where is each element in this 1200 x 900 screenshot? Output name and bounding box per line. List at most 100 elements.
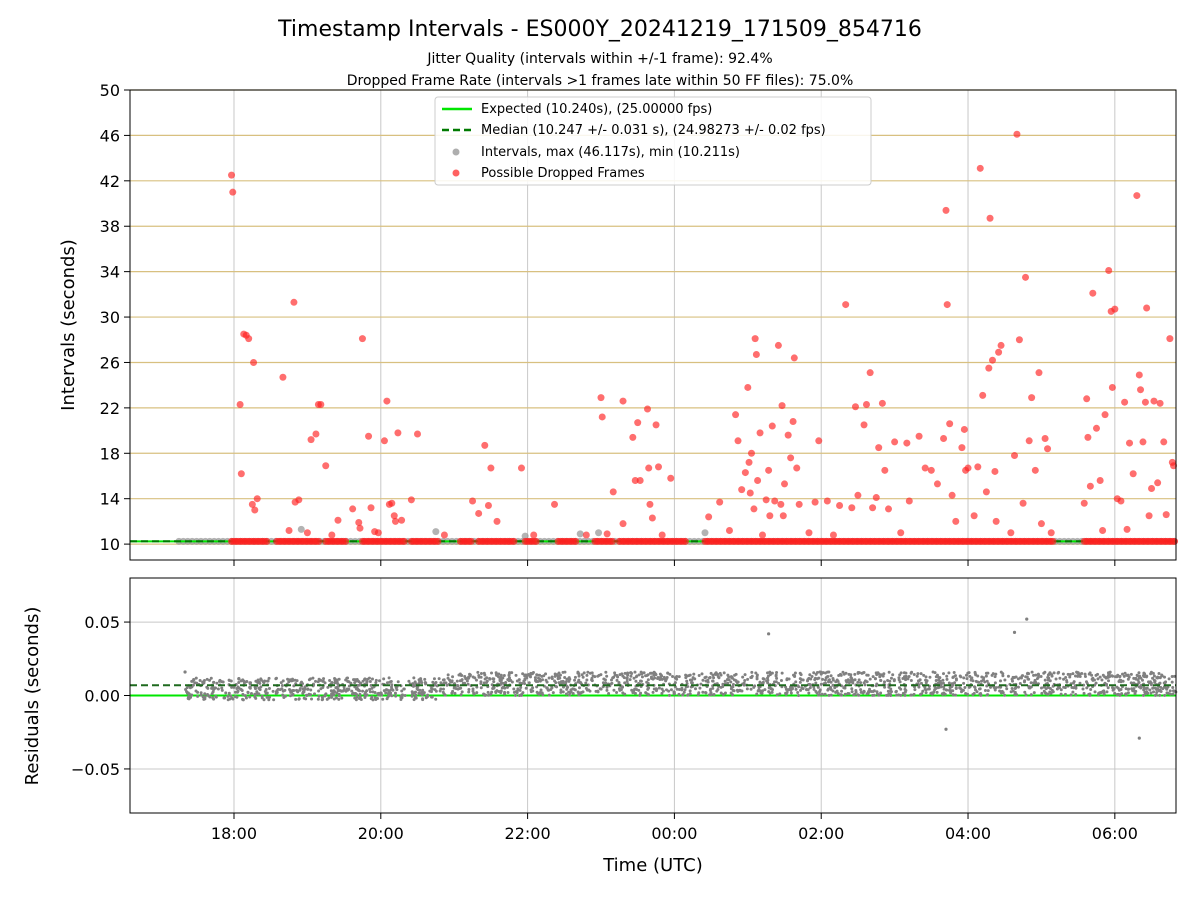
residual-point <box>620 672 624 676</box>
residual-point <box>667 693 671 697</box>
top-y-tick-label: 10 <box>100 535 120 554</box>
residual-point <box>210 686 214 690</box>
residual-point <box>561 670 565 674</box>
residual-point <box>1136 674 1140 678</box>
residual-point <box>1065 679 1069 683</box>
dropped-frame-point <box>738 486 746 494</box>
residual-point <box>837 673 841 677</box>
residual-point <box>316 697 320 701</box>
residual-point <box>775 676 779 680</box>
residual-point <box>621 691 625 695</box>
residual-point <box>1155 690 1159 694</box>
residual-point <box>989 685 993 689</box>
residual-point <box>421 697 425 701</box>
residual-point <box>553 672 557 676</box>
residual-point <box>755 692 759 696</box>
residual-point <box>865 673 869 677</box>
residual-point <box>1140 678 1144 682</box>
residual-point <box>390 685 394 689</box>
residual-point <box>492 686 496 690</box>
dropped-frame-point <box>988 356 996 364</box>
residual-point <box>801 687 805 691</box>
residual-point <box>323 681 327 685</box>
residual-point <box>927 687 931 691</box>
residual-point <box>1158 681 1162 685</box>
residual-point <box>765 679 769 683</box>
residual-point <box>1154 686 1158 690</box>
residual-point <box>1071 690 1075 694</box>
residual-point <box>444 681 448 685</box>
residual-point <box>369 683 373 687</box>
dropped-frame-point <box>1170 462 1178 470</box>
residual-point <box>1134 676 1138 680</box>
residual-point <box>871 693 875 697</box>
residual-point <box>199 693 203 697</box>
dropped-frame-point <box>1117 497 1125 505</box>
residual-point <box>716 688 720 692</box>
residual-point <box>376 697 380 701</box>
residual-point <box>196 690 200 694</box>
dropped-frame-point <box>750 505 758 513</box>
residual-point <box>455 679 459 683</box>
residual-point <box>1056 671 1060 675</box>
residual-point <box>1063 692 1067 696</box>
residual-point <box>456 684 460 688</box>
residual-point <box>729 675 733 679</box>
residual-point <box>1026 677 1030 681</box>
residual-point <box>1072 686 1076 690</box>
residual-point <box>827 670 831 674</box>
residual-point <box>941 681 945 685</box>
residual-point <box>891 673 895 677</box>
residual-point <box>335 678 339 682</box>
residual-point <box>394 694 398 698</box>
residual-point <box>883 685 887 689</box>
dropped-frame-point <box>374 529 382 537</box>
residual-point <box>953 681 957 685</box>
residual-point <box>385 681 389 685</box>
legend-box <box>434 96 872 186</box>
residual-point <box>1163 693 1167 697</box>
residual-point <box>213 686 217 690</box>
residual-point <box>1064 676 1068 680</box>
residual-point <box>229 694 233 698</box>
residual-point <box>647 686 651 690</box>
interval-point <box>701 529 709 537</box>
residual-point <box>545 686 549 690</box>
residual-point <box>278 688 282 692</box>
residual-point <box>1078 681 1082 685</box>
residual-point <box>337 677 341 681</box>
dropped-frame-point <box>681 537 689 545</box>
top-plot-frame <box>129 89 1177 561</box>
residual-point <box>660 677 664 681</box>
residual-point <box>573 678 577 682</box>
residual-point <box>1063 686 1067 690</box>
residual-point <box>967 685 971 689</box>
residual-point <box>1151 686 1155 690</box>
residual-point <box>1048 679 1052 683</box>
dropped-frame-point <box>878 399 886 407</box>
dropped-frame-point <box>964 464 972 472</box>
residual-point <box>1108 670 1112 674</box>
residual-point <box>512 690 516 694</box>
residual-point <box>224 691 228 695</box>
residual-point <box>906 677 910 681</box>
residual-point <box>773 680 777 684</box>
dropped-frame-point <box>597 394 605 402</box>
residual-point <box>763 688 767 692</box>
residual-point <box>413 695 417 699</box>
dropped-frame-point <box>974 463 982 471</box>
residual-point <box>1167 677 1171 681</box>
residual-point <box>1171 689 1175 693</box>
residual-point <box>967 671 971 675</box>
residual-point <box>1083 672 1087 676</box>
residual-point <box>342 685 346 689</box>
residual-point <box>553 674 557 678</box>
x-tick-label: 04:00 <box>945 824 991 843</box>
residual-point <box>342 687 346 691</box>
residual-point <box>904 688 908 692</box>
residual-point <box>954 687 958 691</box>
residual-point <box>533 676 537 680</box>
residual-point <box>980 675 984 679</box>
residual-point <box>934 687 938 691</box>
dropped-frame-point <box>866 369 874 377</box>
